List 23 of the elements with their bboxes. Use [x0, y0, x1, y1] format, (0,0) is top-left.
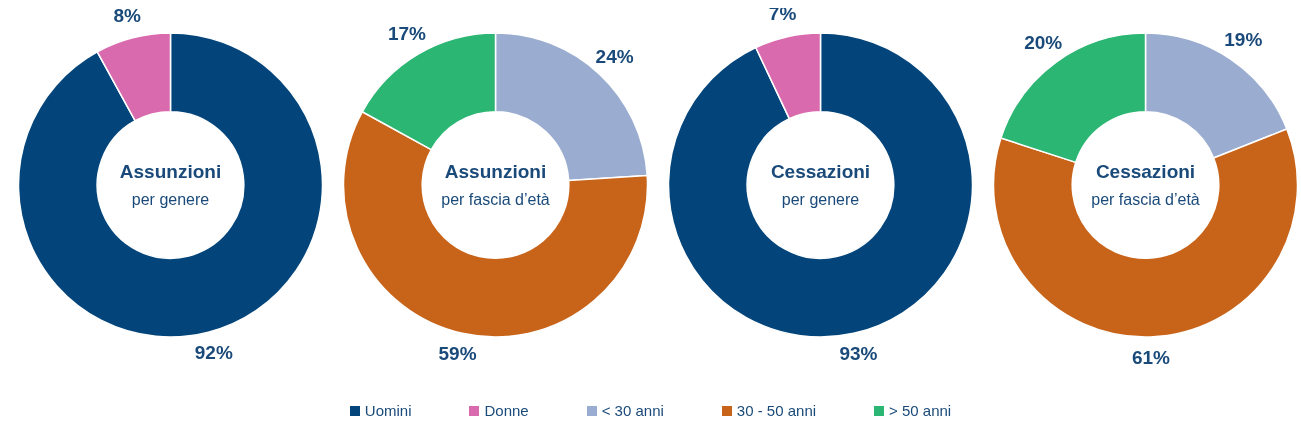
- text: Cessazioni: [1095, 161, 1196, 183]
- data-label: 59%: [438, 343, 477, 365]
- text: per genere: [781, 191, 860, 209]
- data-label: 17%: [387, 23, 427, 45]
- data-label: 93%: [839, 343, 878, 365]
- text: Cessazioni: [770, 161, 871, 183]
- legend-label: < 30 anni: [601, 402, 664, 419]
- data-label: 8%: [113, 4, 142, 26]
- text: per fascia d’età: [441, 191, 550, 209]
- data-label: 19%: [1224, 29, 1263, 51]
- data-label: 92%: [194, 341, 233, 363]
- text: per fascia d’età: [1091, 191, 1200, 209]
- legend-label: 30 - 50 anni: [736, 402, 817, 419]
- data-label: 20%: [1024, 32, 1063, 54]
- legend-label: Uomini: [364, 402, 412, 419]
- text: per genere: [131, 191, 210, 209]
- data-label: 24%: [595, 46, 634, 68]
- text: Assunzioni: [119, 161, 222, 183]
- legend-label: Donne: [484, 402, 529, 419]
- text: Assunzioni: [444, 161, 547, 183]
- data-label: 7%: [768, 3, 797, 25]
- data-label: 61%: [1131, 347, 1171, 369]
- legend-label: > 50 anni: [889, 402, 952, 419]
